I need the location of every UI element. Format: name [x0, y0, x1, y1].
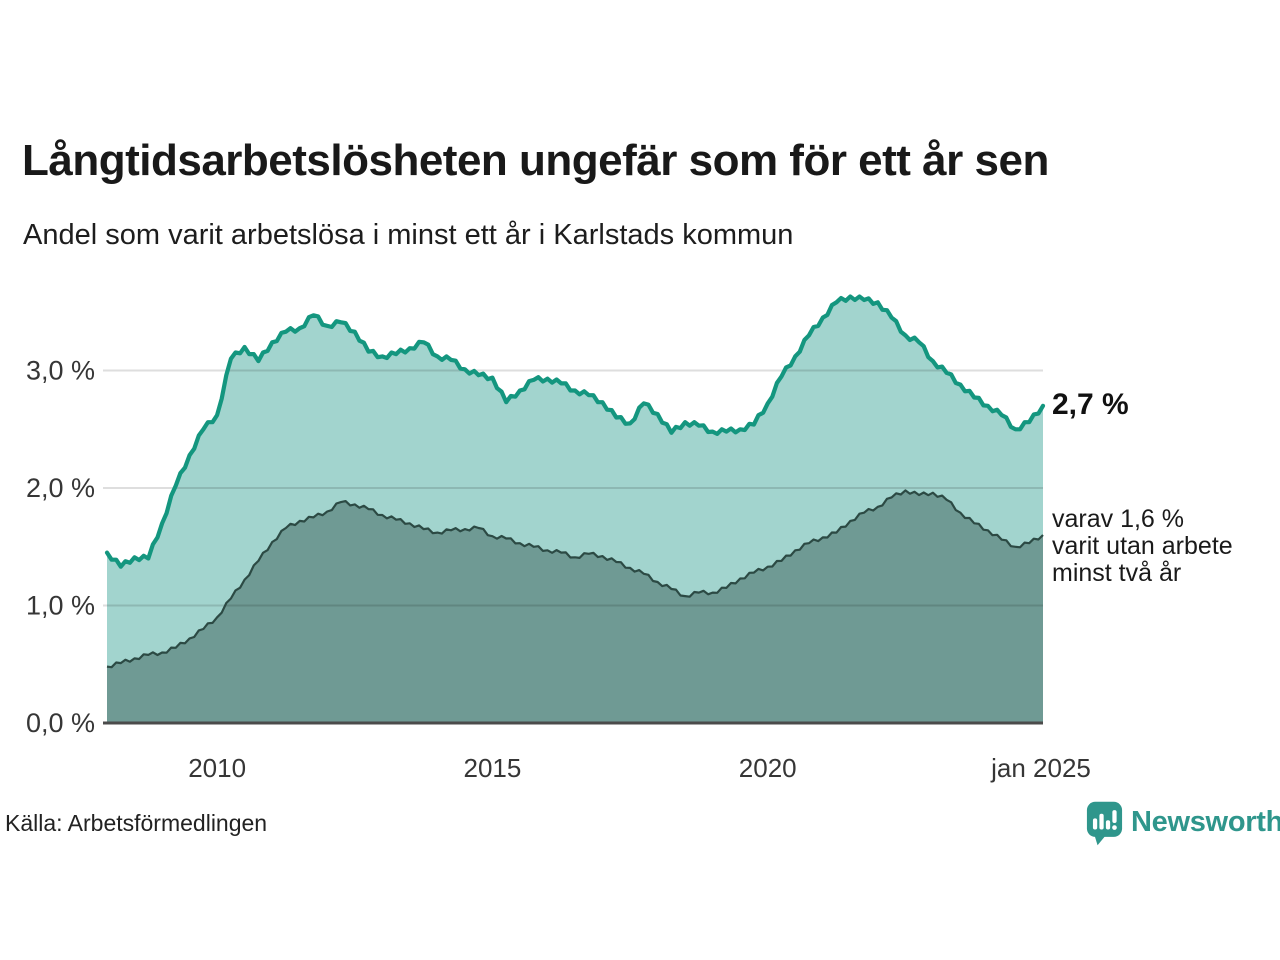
page-subtitle: Andel som varit arbetslösa i minst ett å…	[23, 219, 794, 251]
two-year-annotation-line3: minst två år	[1052, 559, 1182, 587]
secondary-area	[107, 490, 1043, 723]
x-tick-label: 2015	[463, 753, 521, 783]
y-tick-label: 3,0 %	[26, 356, 95, 386]
newsworthy-logo: Newsworthy	[1086, 801, 1280, 851]
two-year-annotation: varav 1,6 % varit utan arbete minst två …	[1052, 506, 1233, 587]
total-line	[104, 294, 1046, 569]
two-year-annotation-line1: varav 1,6 %	[1052, 505, 1185, 533]
newsworthy-logo-icon	[1086, 801, 1123, 846]
x-tick-label: 2010	[188, 753, 246, 783]
newsworthy-wordmark: Newsworthy	[1131, 806, 1280, 838]
y-tick-label: 2,0 %	[26, 473, 95, 503]
y-tick-label: 1,0 %	[26, 591, 95, 621]
x-tick-label: 2020	[739, 753, 797, 783]
page-title: Långtidsarbetslösheten ungefär som för e…	[22, 136, 1049, 185]
latest-total-annotation: 2,7 %	[1052, 388, 1129, 421]
y-tick-label: 0,0 %	[26, 708, 95, 738]
source-credit: Källa: Arbetsförmedlingen	[5, 810, 268, 836]
x-tick-label: jan 2025	[990, 753, 1091, 783]
two-year-annotation-line2: varit utan arbete	[1052, 532, 1233, 560]
secondary-line	[106, 489, 1044, 669]
